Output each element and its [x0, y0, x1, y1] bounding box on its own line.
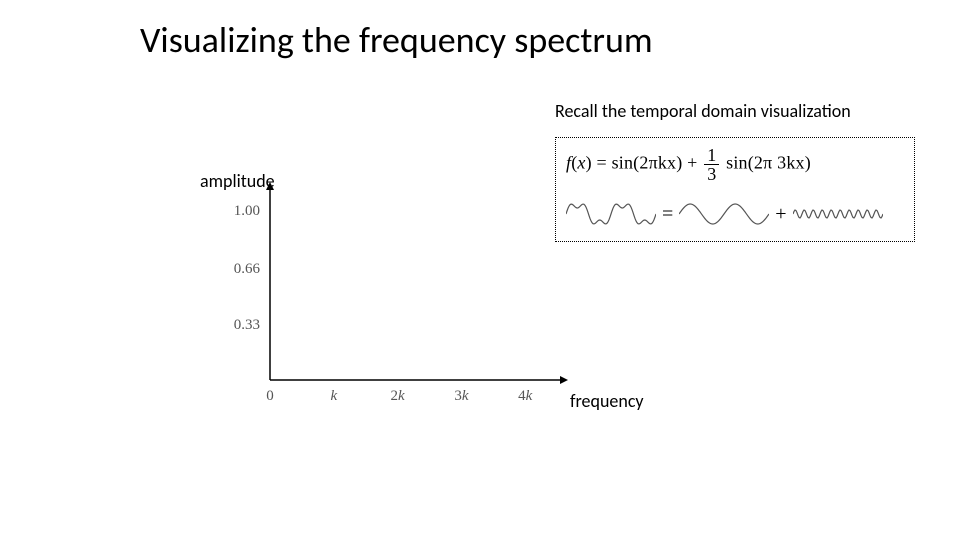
equation-frac: 1 3	[704, 146, 719, 183]
svg-text:0.66: 0.66	[234, 261, 261, 277]
equation-panel: f(x) = sin(2πkx) + 1 3 sin(2π 3kx) = +	[555, 137, 915, 242]
plus-sign: +	[775, 203, 786, 226]
wave-high-icon	[793, 197, 883, 231]
page-title: Visualizing the frequency spectrum	[140, 18, 653, 62]
equation-term2: (2π 3kx)	[748, 153, 811, 173]
subtitle: Recall the temporal domain visualization	[555, 100, 851, 122]
svg-text:0.33: 0.33	[234, 317, 260, 333]
svg-text:0: 0	[266, 388, 274, 400]
equation: f(x) = sin(2πkx) + 1 3 sin(2π 3kx)	[566, 146, 904, 183]
equation-frac-num: 1	[704, 146, 719, 165]
slide: Visualizing the frequency spectrum Recal…	[0, 0, 960, 540]
svg-text:3k: 3k	[454, 388, 469, 400]
svg-text:4k: 4k	[518, 388, 533, 400]
svg-text:1.00: 1.00	[234, 203, 260, 219]
waves-row: = +	[566, 197, 904, 231]
equals-sign: =	[662, 203, 673, 226]
wave-low-icon	[679, 197, 769, 231]
spectrum-chart: 1.00 0.66 0.33 0 k 2k 3k 4k	[200, 170, 580, 400]
equation-sin2: sin	[726, 153, 748, 173]
svg-text:2k: 2k	[391, 388, 406, 400]
svg-text:k: k	[330, 388, 337, 400]
equation-frac-den: 3	[704, 165, 719, 183]
axes-svg: 1.00 0.66 0.33 0 k 2k 3k 4k	[200, 170, 580, 400]
equation-sin1: sin	[612, 153, 634, 173]
equation-term1: (2πkx)	[633, 153, 682, 173]
equation-plus: +	[682, 153, 702, 173]
x-axis-label: frequency	[570, 390, 644, 412]
